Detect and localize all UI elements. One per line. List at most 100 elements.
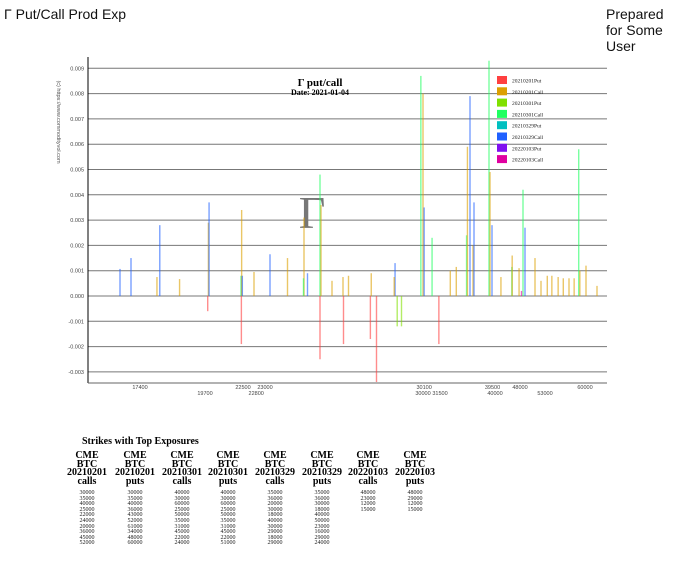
- column-header: CME BTC 20210301 calls: [159, 450, 205, 487]
- x-tick-label: 19700: [197, 391, 212, 397]
- header-product: BTC: [311, 458, 333, 470]
- bar-20210301Call: [522, 189, 524, 296]
- bar-20210329Call: [306, 273, 309, 296]
- bar-20210329Call: [119, 268, 121, 296]
- y-tick-label: 0.003: [70, 218, 84, 224]
- column-header: CME BTC 20210329 calls: [252, 451, 298, 486]
- bar-20210201Call: [178, 279, 181, 296]
- column-header: CME BTC 20220103 calls: [345, 450, 391, 487]
- y-tick-label: 0.007: [70, 117, 84, 123]
- bar-20210329Call: [208, 202, 210, 296]
- header-expiry: 20210201: [115, 467, 155, 478]
- legend-swatch: [497, 143, 507, 152]
- strike-values: 48000 23000 12000 15000: [360, 490, 376, 513]
- x-tick-label: 23000: [257, 385, 272, 391]
- y-tick-label: -0.001: [68, 319, 84, 325]
- strike-values: 35000 36000 20000 30000 18000 40000 3000…: [267, 490, 283, 547]
- bar-20210301Call: [465, 235, 468, 296]
- bar-20210201Call: [303, 217, 305, 296]
- x-tick-label: 31500: [432, 391, 447, 397]
- bar-20210201Call: [518, 268, 520, 296]
- header-exchange: CME: [216, 450, 240, 461]
- chart-subtitle: Date: 2021-01-04: [291, 88, 349, 97]
- header-expiry: 20210301: [208, 467, 248, 478]
- exposure-column: CME BTC 20210329 puts 35000 36000 30000 1800…: [299, 450, 345, 547]
- bar-20210201Put: [369, 296, 372, 340]
- legend-label: 20210201Put: [512, 79, 542, 85]
- strike-values: 40000 30000 60000 25000 50000 35000 3100…: [174, 490, 190, 547]
- bar-20210201Call: [393, 277, 395, 296]
- exposure-column: CME BTC 20210201 puts 30000 35000 40000 3600…: [112, 450, 158, 547]
- bar-20210201Call: [472, 245, 474, 296]
- legend-swatch: [497, 132, 507, 141]
- y-axis-label: (c) https://www.commodityvol.com: [55, 80, 61, 164]
- header-expiry: 20210201: [67, 467, 107, 478]
- x-tick-label: 22800: [249, 391, 264, 397]
- prepared-for-label: Prepared for Some User: [606, 6, 664, 54]
- y-axis-ticks: 0.009 0.008 0.007 0.006 0.005 0.004 0.003 0.002…: [68, 66, 84, 376]
- bar-20210201Put: [438, 296, 440, 345]
- bar-20210201Call: [347, 275, 350, 296]
- bar-20210201Put: [375, 296, 378, 383]
- legend: 20210201Put 20210201Call 20210301Put 202103…: [497, 76, 544, 164]
- strike-values: 40000 30000 60000 25000 50000 35000 3100…: [220, 490, 236, 547]
- bar-20210329Call: [130, 258, 132, 296]
- column-header: CME BTC 20210201 calls: [64, 450, 110, 486]
- bar-20210329Call: [159, 225, 161, 296]
- x-tick-label: 53000: [537, 391, 552, 397]
- header-exchange: CME: [356, 450, 380, 461]
- y-tick-label: -0.002: [68, 345, 84, 351]
- legend-swatch: [497, 98, 507, 107]
- bar-20210201Call: [585, 265, 587, 296]
- legend-swatch: [497, 87, 507, 96]
- header-type: calls: [172, 475, 192, 487]
- gamma-bar-chart: 0.009 0.008 0.007 0.006 0.005 0.004 0.003 0.002…: [55, 57, 607, 397]
- exposure-column: CME BTC 20210329 calls 35000 36000 20000 300…: [252, 451, 298, 547]
- y-tick-label: 0.005: [70, 168, 84, 174]
- header-type: puts: [405, 475, 425, 487]
- bar-20210201Call: [253, 271, 255, 296]
- bar-20210301Call: [319, 174, 321, 296]
- header-product: BTC: [124, 458, 146, 470]
- x-tick-label: 30000: [415, 391, 430, 397]
- bar-20210201Put: [319, 296, 321, 360]
- bar-20210329Call: [423, 207, 425, 296]
- bar-20210329Call: [469, 96, 471, 296]
- header-exchange: CME: [75, 450, 99, 461]
- header-exchange: CME: [123, 450, 147, 461]
- bar-20210201Call: [466, 146, 469, 296]
- top-exposures-title: Strikes with Top Exposures: [82, 436, 199, 447]
- legend-label: 20210301Call: [512, 112, 544, 118]
- header-exchange: CME: [310, 450, 334, 461]
- strike-values: 30000 35000 40000 36000 43000 52000 6100…: [127, 490, 143, 547]
- x-tick-label: 30100: [416, 385, 431, 391]
- header-type: puts: [125, 475, 145, 487]
- bar-20210201Call: [449, 270, 451, 296]
- bar-20210301Call: [488, 60, 490, 297]
- header-product: BTC: [357, 458, 379, 470]
- column-header: CME BTC 20210301 puts: [205, 450, 251, 486]
- header-type: calls: [358, 475, 378, 487]
- bar-20210329Call: [394, 263, 396, 296]
- legend-label: 20210201Call: [512, 90, 544, 96]
- header-exchange: CME: [170, 450, 194, 461]
- exposure-column: CME BTC 20210301 puts 40000 30000 60000 2500…: [205, 450, 251, 547]
- bar-20210201Put: [240, 296, 243, 345]
- y-tick-label: -0.003: [68, 370, 84, 376]
- gridlines: [88, 67, 607, 373]
- bar-20210201Call: [511, 255, 513, 296]
- bar-20210201Put: [207, 296, 209, 312]
- x-tick-label: 22500: [235, 385, 250, 391]
- legend-label: 20220103Call: [512, 158, 544, 164]
- bar-20210201Call: [568, 278, 570, 296]
- strike-values: 35000 36000 30000 18000 40000 50000 2300…: [314, 490, 330, 547]
- column-header: CME BTC 20210329 puts: [299, 450, 345, 486]
- bar-20210201Call: [240, 209, 243, 296]
- y-tick-label: 0.004: [70, 193, 84, 199]
- legend-label: 20220103Put: [512, 146, 542, 152]
- bar-20210201Call: [320, 204, 322, 296]
- column-header: CME BTC 20210201 puts: [112, 450, 158, 487]
- exposure-column: CME BTC 20210201 calls 30000 35000 40000 250…: [64, 450, 110, 547]
- header-product: BTC: [76, 458, 98, 470]
